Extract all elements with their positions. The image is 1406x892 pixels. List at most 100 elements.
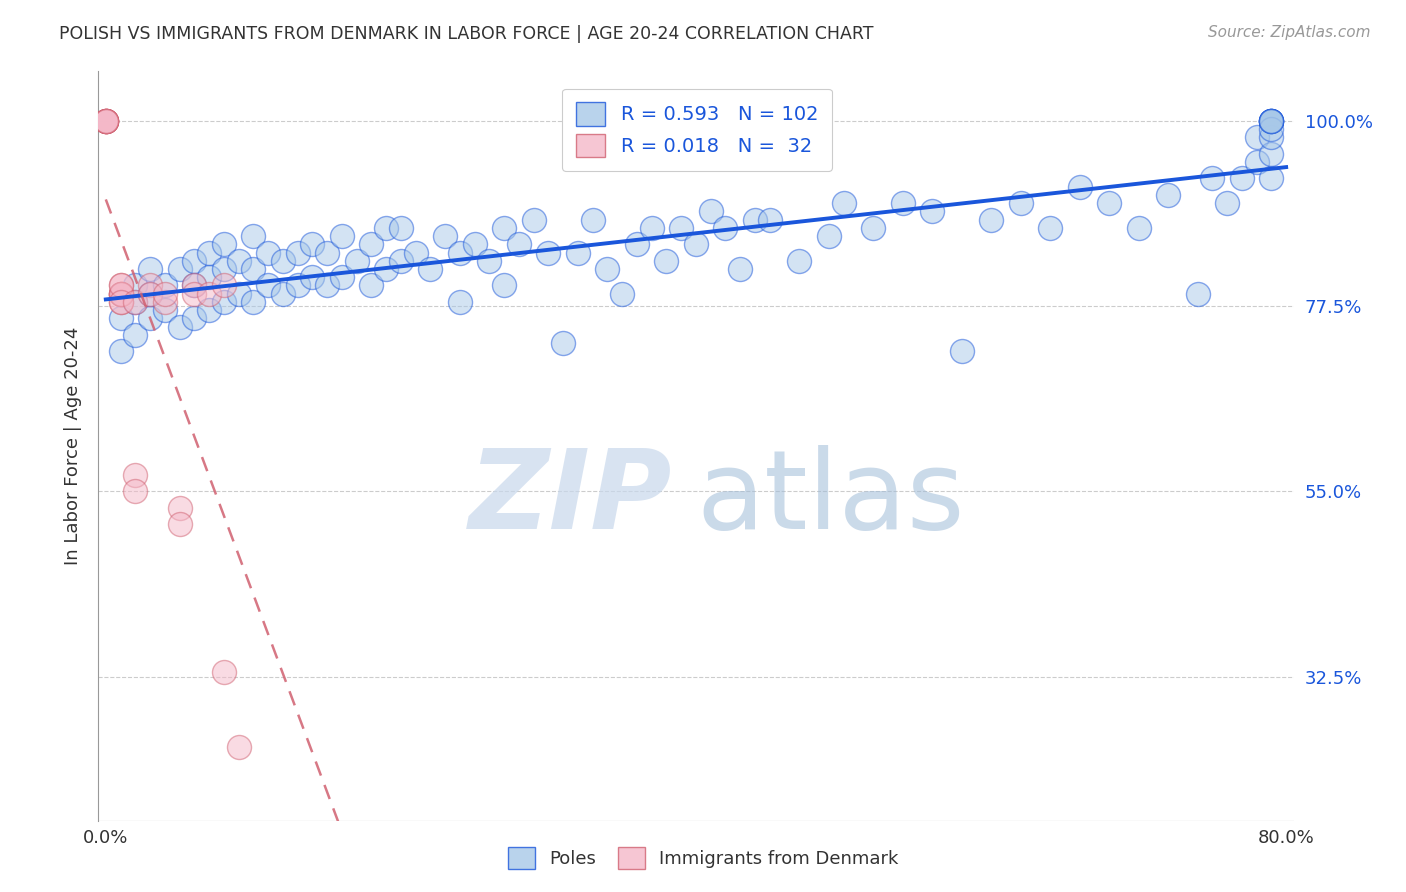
Point — [198, 303, 221, 318]
Point — [124, 278, 146, 293]
Point — [301, 270, 323, 285]
Point — [1230, 171, 1253, 186]
Point — [110, 278, 132, 293]
Point — [1157, 187, 1180, 202]
Point — [1260, 171, 1282, 186]
Point — [242, 294, 264, 309]
Point — [124, 484, 146, 499]
Point — [228, 253, 250, 268]
Point — [94, 113, 117, 128]
Point — [980, 212, 1002, 227]
Point — [94, 113, 117, 128]
Point — [553, 336, 575, 351]
Point — [271, 286, 294, 301]
Legend: R = 0.593   N = 102, R = 0.018   N =  32: R = 0.593 N = 102, R = 0.018 N = 32 — [562, 88, 832, 171]
Point — [110, 311, 132, 326]
Point — [1260, 113, 1282, 128]
Point — [94, 113, 117, 128]
Point — [271, 253, 294, 268]
Point — [758, 212, 780, 227]
Point — [478, 253, 501, 268]
Point — [110, 286, 132, 301]
Point — [139, 286, 162, 301]
Point — [198, 270, 221, 285]
Point — [671, 220, 693, 235]
Point — [375, 262, 398, 277]
Point — [1216, 196, 1239, 211]
Point — [183, 278, 205, 293]
Point — [714, 220, 737, 235]
Point — [228, 739, 250, 754]
Point — [153, 286, 176, 301]
Point — [110, 278, 132, 293]
Point — [685, 237, 707, 252]
Point — [139, 262, 162, 277]
Y-axis label: In Labor Force | Age 20-24: In Labor Force | Age 20-24 — [63, 326, 82, 566]
Point — [287, 278, 309, 293]
Point — [124, 294, 146, 309]
Point — [434, 229, 457, 244]
Point — [862, 220, 884, 235]
Point — [316, 278, 339, 293]
Point — [1260, 113, 1282, 128]
Point — [110, 294, 132, 309]
Point — [1260, 113, 1282, 128]
Point — [567, 245, 589, 260]
Point — [212, 262, 235, 277]
Point — [1039, 220, 1062, 235]
Point — [94, 113, 117, 128]
Point — [1260, 122, 1282, 136]
Point — [1128, 220, 1150, 235]
Point — [1260, 113, 1282, 128]
Point — [139, 286, 162, 301]
Text: ZIP: ZIP — [468, 445, 672, 552]
Point — [464, 237, 486, 252]
Point — [242, 229, 264, 244]
Point — [360, 237, 382, 252]
Point — [153, 294, 176, 309]
Point — [124, 467, 146, 482]
Point — [494, 278, 516, 293]
Point — [198, 286, 221, 301]
Point — [110, 294, 132, 309]
Point — [449, 245, 471, 260]
Point — [153, 278, 176, 293]
Point — [817, 229, 839, 244]
Point — [183, 286, 205, 301]
Point — [360, 278, 382, 293]
Point — [523, 212, 546, 227]
Point — [110, 344, 132, 359]
Point — [110, 286, 132, 301]
Point — [612, 286, 634, 301]
Point — [389, 220, 412, 235]
Point — [641, 220, 664, 235]
Point — [1187, 286, 1209, 301]
Point — [212, 665, 235, 680]
Point — [1260, 130, 1282, 145]
Point — [891, 196, 914, 211]
Point — [212, 294, 235, 309]
Point — [405, 245, 427, 260]
Point — [537, 245, 560, 260]
Point — [699, 204, 721, 219]
Point — [832, 196, 855, 211]
Point — [198, 245, 221, 260]
Point — [1246, 130, 1268, 145]
Point — [257, 245, 280, 260]
Point — [330, 270, 353, 285]
Text: atlas: atlas — [696, 445, 965, 552]
Point — [228, 286, 250, 301]
Point — [183, 253, 205, 268]
Point — [94, 113, 117, 128]
Point — [139, 278, 162, 293]
Point — [626, 237, 648, 252]
Legend: Poles, Immigrants from Denmark: Poles, Immigrants from Denmark — [499, 838, 907, 879]
Point — [242, 262, 264, 277]
Point — [212, 237, 235, 252]
Point — [257, 278, 280, 293]
Point — [110, 286, 132, 301]
Point — [921, 204, 943, 219]
Point — [169, 517, 191, 532]
Point — [655, 253, 678, 268]
Point — [744, 212, 766, 227]
